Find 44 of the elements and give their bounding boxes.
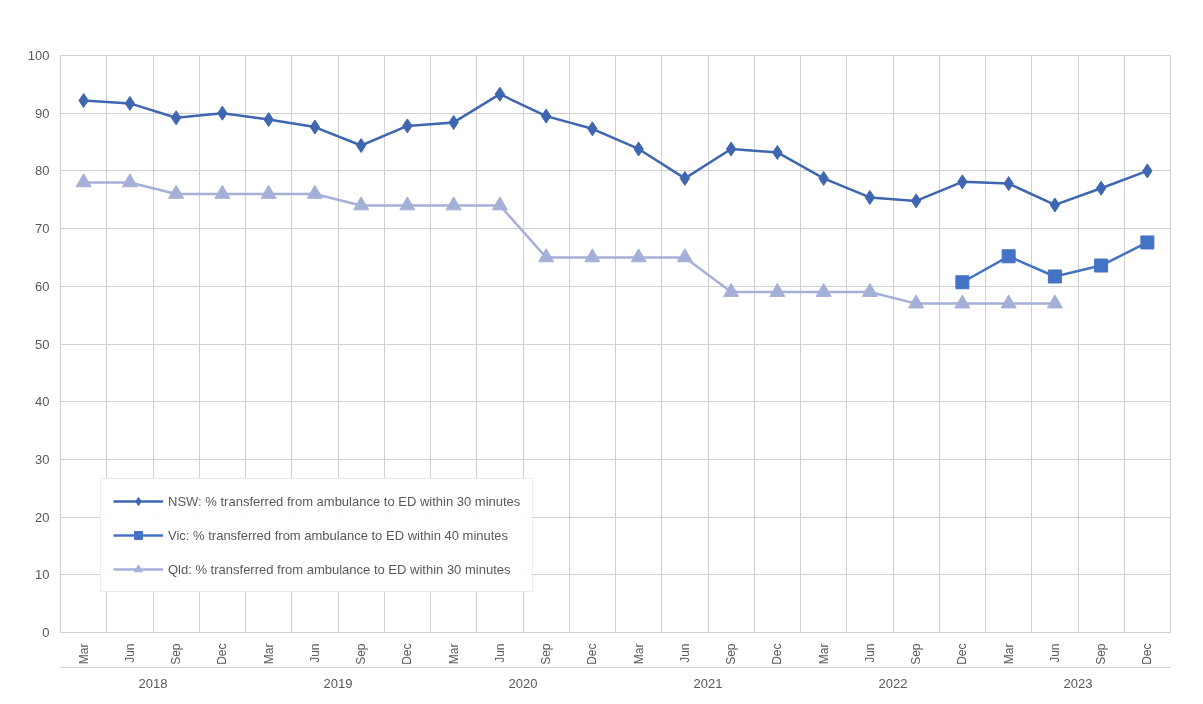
text: 2019 [323,675,353,691]
x-tick-label: Jun [307,643,322,663]
x-tick-label: Mar [816,643,831,665]
x-tick-label: Mar [76,643,91,665]
y-tick-label: 90 [35,105,50,121]
y-tick-label: 50 [35,336,50,352]
x-tick-label: Sep [909,643,924,665]
text: 2021 [693,675,723,691]
legend-label: Vic: % transferred from ambulance to ED within 40 minutes [168,527,509,543]
y-tick-label: 20 [35,509,50,525]
text: 2018 [138,675,168,691]
y-tick-label: 0 [42,625,50,640]
x-tick-label: Mar [631,643,646,665]
x-tick-label: Jun [122,643,137,663]
x-tick-label: Dec [1140,643,1155,665]
legend-label: NSW: % transferred from ambulance to ED within 30 minutes [168,493,521,509]
y-tick-label: 60 [35,278,50,294]
x-tick-label: Jun [677,643,692,663]
x-tick-label: Mar [1001,643,1016,665]
x-tick-label: Dec [400,643,415,665]
legend-label: Qld: % transferred from ambulance to ED within 30 minutes [168,561,511,577]
x-tick-label: Jun [492,643,507,663]
x-tick-label: Sep [1094,643,1109,665]
x-tick-label: Dec [585,643,600,665]
x-tick-label: Mar [261,643,276,665]
y-tick-label: 40 [35,394,50,410]
x-tick-label: Jun [862,643,877,663]
x-tick-label: Sep [539,643,554,665]
x-tick-label: Dec [955,643,970,665]
text: 2020 [508,675,538,691]
x-tick-label: Mar [446,643,461,665]
y-tick-label: 100 [27,48,50,63]
y-tick-label: 70 [35,221,50,237]
x-tick-label: Sep [354,643,369,665]
x-tick-label: Dec [770,643,785,665]
text: 2023 [1063,675,1093,691]
x-tick-label: Sep [724,643,739,665]
x-tick-label: Dec [215,643,230,665]
y-tick-label: 80 [35,163,50,179]
text: 2022 [878,675,908,691]
y-tick-label: 30 [35,451,50,467]
x-tick-label: Sep [169,643,184,665]
y-tick-label: 10 [35,567,50,583]
x-tick-label: Jun [1047,643,1062,663]
